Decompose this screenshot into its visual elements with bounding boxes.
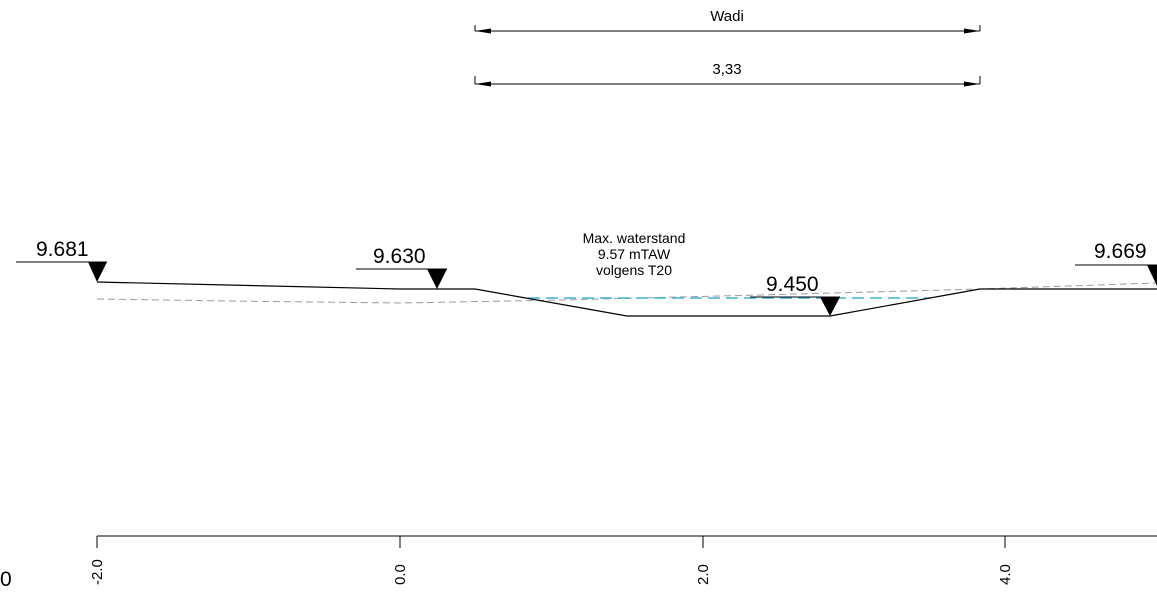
- dimension-width: 3,33: [474, 61, 981, 87]
- dimension-arrow-left: [475, 81, 491, 87]
- elevation-label: 9.450: [766, 273, 819, 296]
- distance-axis: -2.0 0.0 2.0 4.0 0: [0, 535, 1157, 591]
- elevation-marker-bottom: 9.450: [750, 273, 840, 316]
- axis-tick-label: 2.0: [695, 564, 712, 585]
- elevation-marker-left: 9.681: [16, 238, 107, 282]
- axis-tick-label: 0.0: [392, 564, 409, 585]
- water-level-note: Max. waterstand 9.57 mTAW volgens T20: [583, 230, 686, 278]
- elevation-triangle-icon: [427, 269, 447, 289]
- water-note-line-3: volgens T20: [596, 262, 672, 278]
- elevation-marker-center-left: 9.630: [356, 245, 447, 289]
- water-note-line-2: 9.57 mTAW: [598, 246, 671, 262]
- dimension-label-width: 3,33: [712, 61, 741, 78]
- elevation-triangle-icon: [88, 262, 107, 282]
- profile-line: [96, 281, 1157, 317]
- elevation-marker-right: 9.669: [1075, 240, 1157, 286]
- water-note-line-1: Max. waterstand: [583, 230, 686, 246]
- elevation-triangle-icon: [1147, 265, 1157, 286]
- elevation-label: 9.669: [1094, 240, 1147, 263]
- elevation-triangle-icon: [820, 297, 840, 316]
- axis-tick-label: 4.0: [997, 564, 1014, 585]
- dimension-arrow-left: [475, 28, 491, 34]
- dimension-label-wadi: Wadi: [710, 8, 744, 25]
- axis-tick-label: -2.0: [89, 559, 106, 585]
- elevation-label: 9.630: [373, 245, 426, 268]
- elevation-label: 9.681: [36, 238, 89, 261]
- dimension-arrow-right: [964, 28, 980, 34]
- dimension-arrow-right: [964, 81, 980, 87]
- dimension-wadi: Wadi: [474, 8, 981, 34]
- axis-edge-label: 0: [0, 568, 12, 591]
